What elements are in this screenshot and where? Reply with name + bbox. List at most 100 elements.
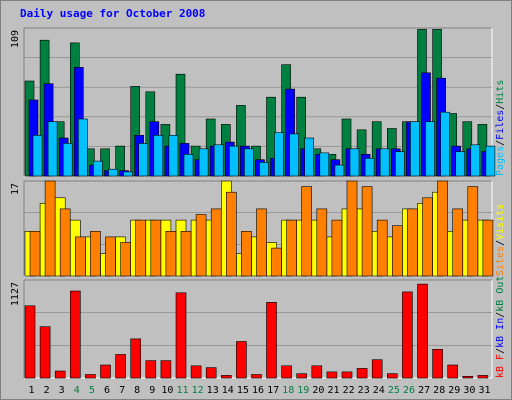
legend-entry: / (495, 140, 506, 146)
bar-pages-day-6 (108, 168, 118, 177)
legend-entry: / (495, 312, 506, 318)
legend-entry: kB In (495, 318, 506, 348)
bar-kb-f-day-8 (130, 338, 141, 379)
bar-pages-day-18 (289, 133, 299, 177)
bar-kb-f-day-9 (145, 360, 157, 379)
bar-pages-day-19 (304, 137, 315, 177)
bar-kb-f-day-29 (447, 364, 459, 379)
bar-sites-day-21 (331, 219, 343, 277)
x-tick-label-day-21: 21 (327, 385, 339, 396)
bar-pages-day-11 (183, 154, 194, 177)
bar-pages-day-9 (153, 135, 164, 177)
bar-sites-day-25 (391, 225, 403, 277)
bar-sites-day-15 (241, 231, 252, 277)
x-tick-label-day-28: 28 (433, 385, 445, 396)
x-tick-label-day-11: 11 (176, 385, 188, 396)
bar-kb-f-day-10 (160, 360, 172, 379)
bar-pages-day-23 (364, 158, 375, 177)
legend-middle: Sites/Visits (495, 204, 506, 276)
series-sites (29, 180, 494, 277)
x-tick-label-day-1: 1 (28, 385, 34, 396)
bar-pages-day-16 (259, 162, 269, 177)
bar-sites-day-10 (165, 231, 177, 277)
legend-entry: Hits (495, 80, 506, 104)
bar-sites-day-30 (467, 186, 479, 277)
bar-pages-day-8 (138, 143, 148, 177)
x-tick-label-day-31: 31 (478, 385, 490, 396)
bar-kb-f-day-16 (251, 374, 262, 379)
bar-pages-day-26 (410, 121, 420, 177)
x-tick-label-day-14: 14 (222, 385, 234, 396)
x-tick-label-day-5: 5 (89, 385, 95, 396)
bar-sites-day-16 (256, 208, 267, 277)
legend-entry: / (495, 240, 506, 246)
bar-sites-day-3 (59, 208, 71, 277)
x-tick-label-day-29: 29 (448, 385, 460, 396)
plot-area (24, 280, 492, 378)
x-tick-label-day-4: 4 (74, 385, 80, 396)
bar-sites-day-11 (180, 231, 192, 277)
bar-pages-day-28 (440, 111, 450, 177)
bar-pages-day-15 (244, 148, 254, 177)
bar-pages-day-5 (93, 160, 103, 177)
bar-sites-day-2 (44, 180, 56, 277)
legend-entry: kB F (495, 354, 506, 378)
x-tick-label-day-18: 18 (282, 385, 294, 396)
bar-kb-f-day-6 (100, 364, 111, 379)
bar-pages-day-22 (349, 148, 360, 177)
bar-sites-day-9 (150, 219, 162, 277)
bar-sites-day-27 (422, 197, 433, 277)
bar-sites-day-19 (301, 186, 313, 277)
legend-entry: Pages (495, 146, 506, 176)
bar-sites-day-8 (135, 219, 146, 277)
bar-sites-day-5 (90, 231, 101, 277)
bar-kb-f-day-13 (205, 367, 217, 379)
legend-entry: / (495, 104, 506, 110)
bar-kb-f-day-19 (296, 373, 308, 379)
bar-sites-day-28 (437, 180, 448, 277)
chart-title: Daily usage for October 2008 (20, 7, 205, 20)
bar-kb-f-day-18 (281, 365, 292, 379)
bar-kb-f-day-1 (24, 305, 36, 379)
y-max-label-bottom: 1127 (10, 282, 21, 306)
bar-pages-day-21 (334, 164, 345, 177)
bar-pages-day-31 (485, 145, 496, 177)
bar-kb-f-day-3 (54, 370, 66, 379)
bar-kb-f-day-15 (236, 341, 247, 379)
bar-sites-day-14 (226, 191, 237, 277)
bar-kb-f-day-5 (85, 374, 96, 379)
bar-pages-day-24 (379, 148, 390, 177)
bar-pages-day-29 (455, 151, 466, 177)
bar-sites-day-31 (482, 219, 494, 277)
x-tick-label-day-24: 24 (373, 385, 385, 396)
bar-pages-day-3 (62, 143, 73, 177)
bar-pages-day-13 (213, 144, 224, 177)
bar-kb-f-day-31 (477, 375, 489, 379)
x-tick-label-day-22: 22 (343, 385, 355, 396)
bar-sites-day-4 (75, 236, 86, 277)
bar-pages-day-2 (47, 121, 58, 177)
bar-kb-f-day-21 (326, 371, 338, 379)
x-tick-label-day-26: 26 (403, 385, 415, 396)
bar-sites-day-23 (361, 186, 373, 277)
x-tick-label-day-27: 27 (418, 385, 430, 396)
bar-kb-f-day-28 (432, 348, 443, 379)
x-tick-label-day-7: 7 (119, 385, 125, 396)
series-kb-f (24, 283, 489, 379)
bar-kb-f-day-12 (190, 365, 202, 379)
bar-sites-day-1 (29, 231, 41, 277)
x-tick-label-day-10: 10 (161, 385, 173, 396)
x-tick-label-day-15: 15 (237, 385, 249, 396)
bar-sites-day-17 (271, 247, 282, 277)
bar-sites-day-29 (452, 208, 464, 277)
x-tick-label-day-9: 9 (149, 385, 155, 396)
bar-kb-f-day-7 (115, 354, 126, 379)
bar-kb-f-day-2 (39, 326, 51, 379)
legend-entry: / (495, 348, 506, 354)
y-max-label-middle: 17 (10, 183, 21, 195)
bar-pages-day-14 (229, 145, 239, 177)
bar-kb-f-day-20 (311, 365, 323, 379)
bar-kb-f-day-25 (386, 373, 398, 379)
